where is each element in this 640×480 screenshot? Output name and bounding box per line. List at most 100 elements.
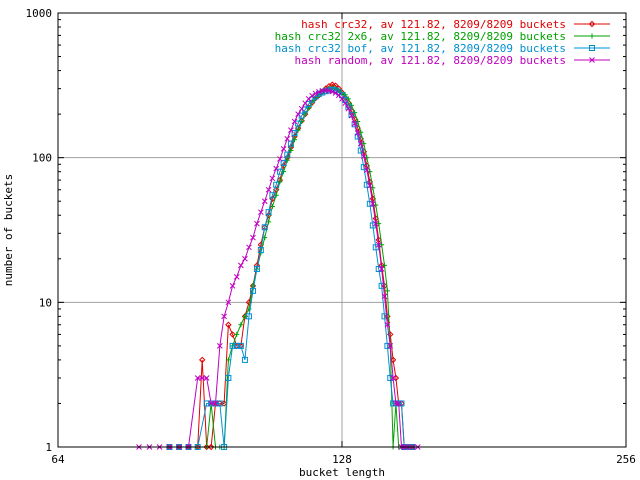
data-point: [246, 244, 252, 251]
x-tick-label: 128: [332, 453, 352, 466]
data-point: [241, 356, 248, 363]
data-point: [302, 100, 309, 107]
data-point: [242, 255, 248, 262]
series-line: [169, 87, 413, 448]
data-point: [378, 266, 385, 272]
x-axis-ticks: 64 128 256: [51, 13, 636, 466]
series-layer: [136, 81, 421, 451]
data-point: [212, 400, 219, 407]
data-point: [312, 90, 319, 97]
data-point: [357, 140, 364, 147]
data-point: [276, 168, 283, 175]
data-point: [376, 221, 382, 227]
data-point: [384, 321, 391, 328]
data-point: [589, 33, 595, 39]
data-point: [378, 282, 385, 289]
data-point: [379, 242, 385, 248]
data-point: [216, 343, 223, 349]
data-point: [287, 140, 294, 147]
legend-entry-label: hash random, av 121.82, 8209/8209 bucket…: [294, 54, 566, 67]
data-point: [291, 130, 298, 137]
data-point: [357, 147, 364, 154]
data-point: [265, 209, 272, 216]
data-point: [199, 375, 206, 381]
data-point: [229, 342, 236, 349]
data-point: [339, 96, 345, 102]
data-point: [363, 167, 370, 173]
data-point: [339, 92, 345, 99]
data-point: [269, 175, 276, 182]
data-point: [348, 102, 354, 108]
data-point: [291, 118, 298, 125]
data-point: [269, 192, 276, 199]
data-point: [284, 135, 291, 142]
data-point: [316, 89, 322, 95]
data-point: [203, 375, 210, 381]
data-point: [384, 288, 390, 294]
data-point: [249, 287, 256, 294]
data-point: [375, 241, 382, 248]
data-point: [265, 186, 272, 193]
y-tick-label: 100: [32, 152, 52, 165]
x-tick-label: 256: [616, 453, 636, 466]
data-point: [360, 153, 367, 160]
data-point: [345, 96, 351, 102]
data-point: [203, 400, 210, 407]
data-point: [238, 262, 244, 269]
data-point: [266, 219, 272, 225]
data-point: [395, 400, 402, 407]
data-point: [225, 299, 232, 306]
data-point: [288, 127, 294, 133]
data-point: [288, 148, 294, 154]
y-axis-title: number of buckets: [2, 174, 15, 287]
data-point: [229, 331, 236, 338]
data-point: [233, 342, 240, 349]
data-point: [208, 400, 214, 407]
data-point: [295, 111, 301, 117]
data-point: [342, 100, 349, 107]
legend-entry-label: hash crc32 2x6, av 121.82, 8209/8209 buc…: [275, 30, 566, 43]
data-point: [238, 322, 244, 328]
series-0: [166, 81, 416, 451]
data-point: [254, 220, 260, 227]
data-point: [342, 92, 348, 98]
data-point: [588, 20, 596, 28]
data-point: [237, 342, 244, 349]
data-point: [381, 293, 388, 300]
data-point: [225, 374, 232, 381]
x-axis-title: bucket length: [299, 466, 385, 479]
data-point: [295, 120, 302, 127]
data-point: [345, 105, 352, 112]
data-point: [257, 247, 264, 254]
data-point: [329, 88, 336, 95]
y-tick-label: 10: [39, 296, 52, 309]
data-point: [194, 375, 201, 381]
data-point: [348, 111, 355, 118]
data-point: [372, 244, 379, 251]
data-point: [309, 92, 315, 99]
data-point: [257, 209, 264, 216]
data-point: [382, 262, 388, 268]
data-point: [253, 265, 260, 272]
data-point: [348, 112, 355, 119]
series-line: [169, 84, 413, 448]
data-point: [273, 165, 280, 172]
data-point: [221, 313, 227, 320]
data-point: [225, 357, 231, 363]
data-point: [261, 224, 268, 231]
data-point: [199, 356, 206, 364]
data-point: [366, 182, 373, 189]
x-tick-label: 64: [51, 453, 65, 466]
grid-lines: [58, 13, 626, 447]
data-point: [229, 282, 236, 289]
data-point: [390, 375, 396, 381]
data-point: [354, 130, 361, 136]
data-point: [250, 234, 256, 241]
data-point: [216, 400, 223, 407]
y-tick-label: 1: [45, 441, 52, 454]
data-point: [292, 137, 298, 143]
data-point: [233, 274, 240, 280]
data-point: [245, 313, 252, 320]
data-point: [280, 146, 287, 152]
legend-entry-label: hash crc32 bof, av 121.82, 8209/8209 buc…: [275, 42, 566, 55]
